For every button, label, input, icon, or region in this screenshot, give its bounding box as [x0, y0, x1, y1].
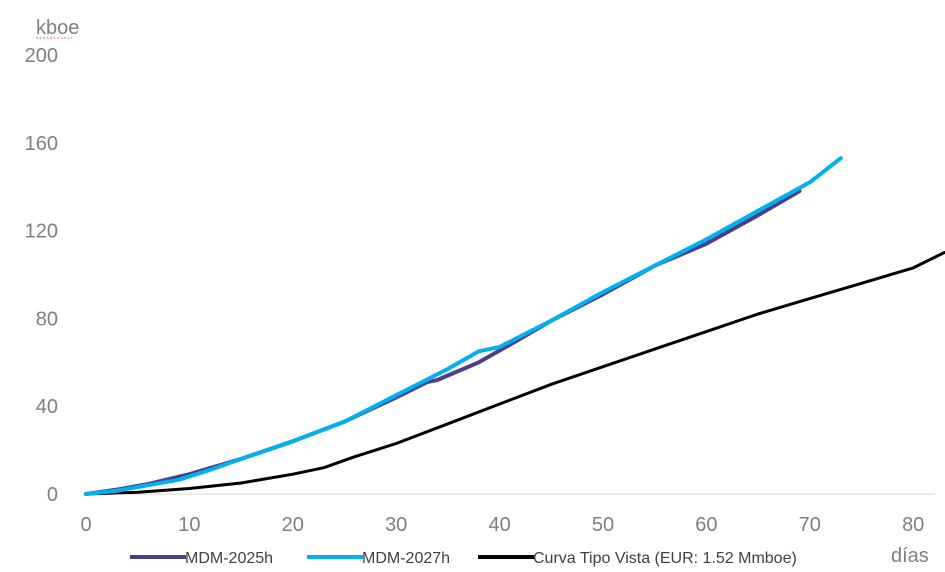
y-axis-label: kboe	[36, 17, 79, 39]
x-tick-label: 20	[282, 514, 304, 536]
x-tick-label: 70	[799, 514, 821, 536]
x-tick-label: 50	[592, 514, 614, 536]
y-tick-label: 200	[25, 45, 58, 67]
y-tick-label: 80	[36, 308, 58, 330]
series-lines	[84, 156, 945, 496]
x-tick-label: 10	[178, 514, 200, 536]
y-tick-label: 160	[25, 133, 58, 155]
series-line-2	[84, 156, 843, 496]
x-tick-label: 80	[902, 514, 924, 536]
x-tick-label: 30	[385, 514, 407, 536]
y-tick-label: 0	[47, 484, 58, 506]
x-axis-ticks: 0 10 20 30 40 50 60 70 80	[80, 514, 924, 536]
legend: MDM-2025h MDM-2027h Curva Tipo Vista (EUR:…	[130, 550, 797, 567]
x-tick-label: 40	[488, 514, 510, 536]
y-tick-label: 40	[36, 396, 58, 418]
legend-label: Curva Tipo Vista (EUR: 1.52 Mmboe)	[533, 550, 797, 567]
legend-label: MDM-2027h	[362, 550, 450, 567]
x-tick-label: 0	[80, 514, 91, 536]
y-tick-label: 120	[25, 221, 58, 243]
series-line-3	[84, 251, 945, 496]
x-axis-label: días	[891, 545, 929, 567]
y-axis-ticks: 0 40 80 120 160 200	[25, 45, 58, 506]
legend-label: MDM-2025h	[185, 550, 273, 567]
x-tick-label: 60	[695, 514, 717, 536]
series-line-1	[84, 189, 802, 496]
